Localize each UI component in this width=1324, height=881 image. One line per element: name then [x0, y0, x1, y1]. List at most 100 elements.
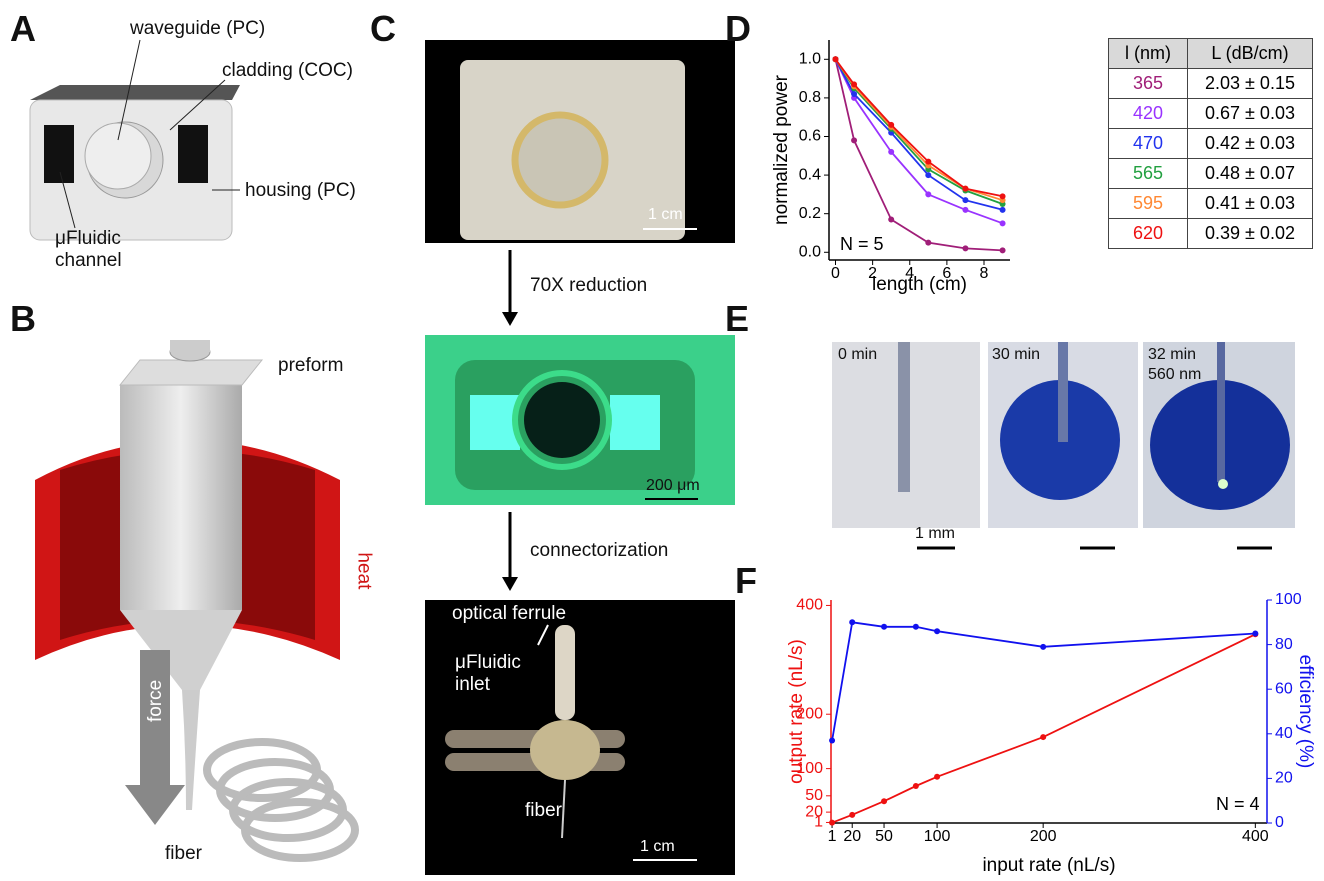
- series-line: [836, 59, 1003, 200]
- label: connectorization: [530, 540, 668, 562]
- y-tick-label: 0.4: [799, 166, 821, 183]
- data-point: [925, 240, 931, 246]
- table-cell: 565: [1109, 159, 1188, 189]
- data-point: [849, 812, 855, 818]
- panel-letter: B: [10, 298, 36, 340]
- data-point: [1000, 207, 1006, 213]
- x-tick-label: 400: [1242, 828, 1269, 845]
- label: force: [145, 680, 167, 722]
- y-tick-label: 1.0: [799, 51, 821, 68]
- series-line: [832, 622, 1255, 740]
- y2-tick-label: 80: [1275, 636, 1293, 653]
- y-axis-label: normalized power: [771, 74, 792, 225]
- series-line: [836, 59, 1003, 210]
- x-tick-label: 20: [843, 828, 861, 845]
- data-point: [888, 122, 894, 128]
- data-point: [934, 628, 940, 634]
- photo-injection: [832, 342, 1295, 548]
- y-tick-label: 50: [805, 787, 823, 804]
- data-point: [829, 820, 835, 826]
- y-tick-label: 0.8: [799, 89, 821, 106]
- photo-device: [425, 600, 735, 875]
- label: cladding (COC): [222, 60, 353, 82]
- figure: 024680.00.20.40.60.81.0length (cm)normal…: [0, 0, 1324, 881]
- series-line: [836, 59, 1003, 223]
- data-point: [913, 783, 919, 789]
- y2-tick-label: 100: [1275, 591, 1302, 608]
- table-cell: 470: [1109, 129, 1188, 159]
- label: housing (PC): [245, 180, 356, 202]
- table-header: L (dB/cm): [1188, 39, 1313, 69]
- scale-label: 1 cm: [640, 838, 675, 856]
- label: 32 min: [1148, 346, 1196, 364]
- panel-letter: E: [725, 298, 749, 340]
- x-axis-label: input rate (nL/s): [982, 855, 1115, 876]
- y2-tick-label: 60: [1275, 680, 1293, 697]
- annotation: N = 4: [1216, 794, 1260, 814]
- data-point: [962, 197, 968, 203]
- x-tick-label: 200: [1030, 828, 1057, 845]
- table-cell: 0.67 ± 0.03: [1188, 99, 1313, 129]
- data-point: [1040, 644, 1046, 650]
- data-point: [934, 774, 940, 780]
- data-point: [1000, 247, 1006, 253]
- y-axis-label: output rate (nL/s): [786, 639, 807, 784]
- data-point: [913, 624, 919, 630]
- label: fiber: [525, 800, 562, 822]
- data-point: [925, 159, 931, 165]
- x-tick-label: 50: [875, 828, 893, 845]
- label: 560 nm: [1148, 366, 1201, 384]
- table-cell: 595: [1109, 189, 1188, 219]
- scale-label: 200 μm: [646, 477, 700, 495]
- panel-letter: C: [370, 8, 396, 50]
- data-point: [962, 245, 968, 251]
- scale-label: 1 mm: [915, 525, 955, 543]
- data-point: [925, 172, 931, 178]
- x-tick-label: 0: [831, 265, 840, 282]
- scale-label: 1 cm: [648, 206, 683, 224]
- data-point: [832, 56, 838, 62]
- data-point: [881, 798, 887, 804]
- label: 0 min: [838, 346, 877, 364]
- data-point: [1040, 734, 1046, 740]
- data-point: [962, 207, 968, 213]
- table-cell: 0.48 ± 0.07: [1188, 159, 1313, 189]
- label: fiber: [165, 843, 202, 865]
- series-line: [836, 59, 1003, 196]
- table-cell: 620: [1109, 219, 1188, 249]
- arrow: [502, 512, 518, 591]
- draw-diagram: [35, 340, 355, 858]
- y-tick-label: 0.6: [799, 128, 821, 145]
- label: μFluidic inlet: [455, 652, 545, 696]
- label: waveguide (PC): [130, 18, 265, 40]
- data-point: [851, 81, 857, 87]
- label: heat: [353, 552, 375, 589]
- data-point: [849, 619, 855, 625]
- y-tick-label: 0.2: [799, 205, 821, 222]
- data-point: [1000, 220, 1006, 226]
- data-point: [925, 191, 931, 197]
- table-cell: 2.03 ± 0.15: [1188, 69, 1313, 99]
- data-point: [829, 737, 835, 743]
- data-point: [851, 91, 857, 97]
- data-point: [881, 624, 887, 630]
- series-line: [836, 59, 1003, 204]
- data-point: [962, 186, 968, 192]
- y2-axis-label: efficiency (%): [1295, 655, 1316, 769]
- y-tick-label: 400: [796, 597, 823, 614]
- data-point: [888, 149, 894, 155]
- photo-preform: [425, 40, 735, 243]
- data-point: [1252, 630, 1258, 636]
- annotation: N = 5: [840, 234, 884, 254]
- label: optical ferrule: [452, 603, 566, 625]
- x-tick-label: 100: [924, 828, 951, 845]
- y-tick-label: 0.0: [799, 243, 821, 260]
- data-point: [851, 137, 857, 143]
- y2-tick-label: 20: [1275, 770, 1293, 787]
- x-tick-label: 1: [828, 828, 837, 845]
- label: preform: [278, 355, 343, 377]
- panel-letter: A: [10, 8, 36, 50]
- panel-letter: F: [735, 560, 757, 602]
- series-line: [832, 634, 1255, 822]
